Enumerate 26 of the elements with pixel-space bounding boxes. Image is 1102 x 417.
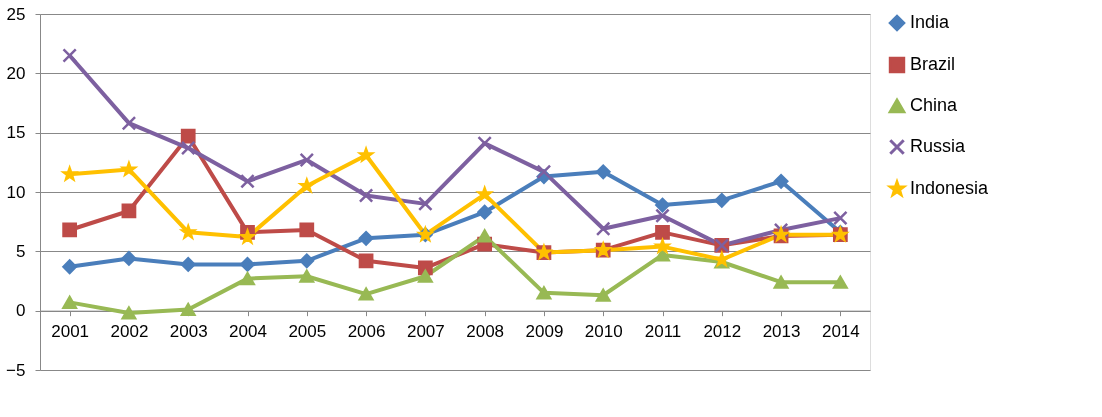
x-tick-label: 2010 — [584, 322, 623, 342]
x-tick-label: 2001 — [51, 322, 90, 342]
legend-label: Russia — [910, 136, 967, 156]
legend-label: India — [910, 12, 951, 32]
x-tick-label: 2006 — [347, 322, 386, 342]
x-tick-label: 2004 — [229, 322, 267, 342]
y-tick-label: 25 — [6, 4, 26, 24]
y-tick-label: 15 — [6, 123, 26, 143]
x-tick-label: 2012 — [703, 322, 742, 342]
y-tick-label: 20 — [6, 63, 26, 83]
y-tick-label: 0 — [16, 301, 26, 321]
x-tick-label: 2005 — [288, 322, 327, 342]
legend-label: China — [910, 95, 959, 115]
x-tick-label: 2009 — [525, 322, 564, 342]
legend-label: Indonesia — [910, 178, 990, 198]
x-tick-label: 2008 — [466, 322, 505, 342]
y-tick-label: 5 — [16, 241, 26, 261]
x-tick-label: 2013 — [762, 322, 801, 342]
y-tick-label: −5 — [6, 360, 26, 380]
x-tick-label: 2002 — [110, 322, 149, 342]
x-tick-label: 2014 — [821, 322, 860, 342]
x-tick-label: 2011 — [644, 322, 682, 342]
legend-label: Brazil — [910, 54, 956, 74]
y-tick-label: 10 — [6, 182, 26, 202]
x-tick-label: 2007 — [406, 322, 445, 342]
x-tick-label: 2003 — [169, 322, 208, 342]
